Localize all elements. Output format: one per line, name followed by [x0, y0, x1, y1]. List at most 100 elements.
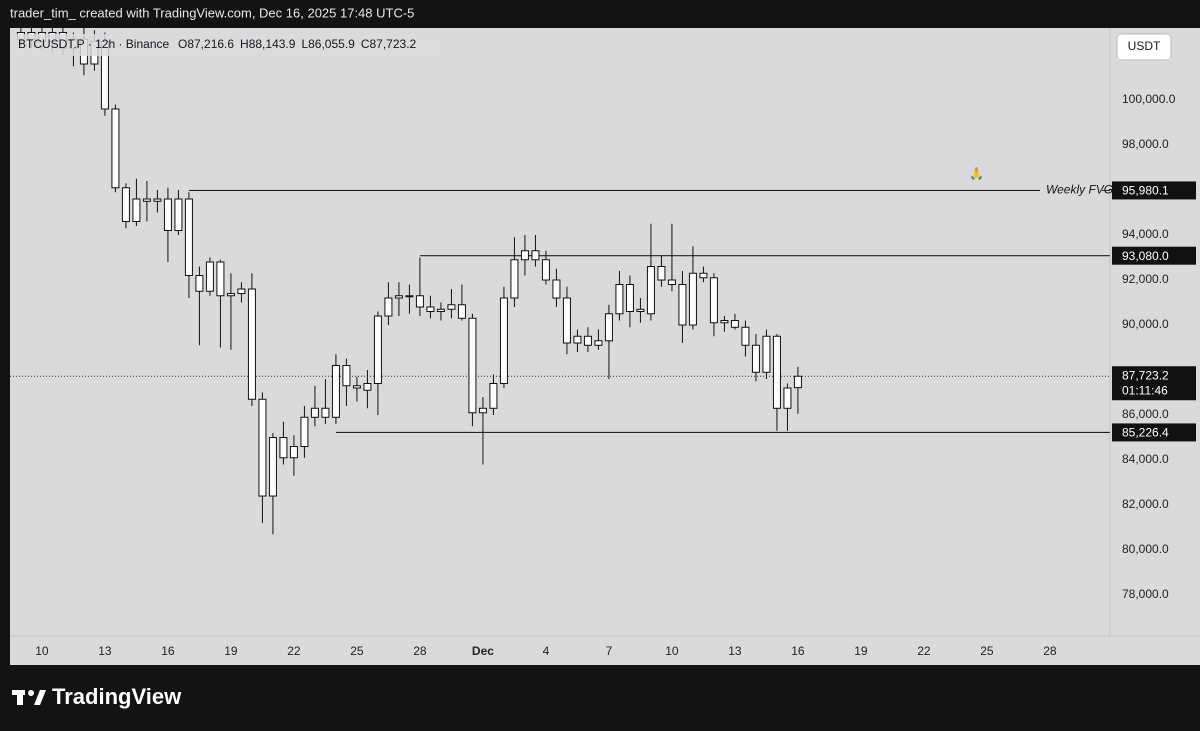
- y-tick-label: 100,000.0: [1122, 92, 1176, 106]
- candle-body: [457, 304, 466, 319]
- candle-body: [142, 198, 151, 202]
- candle-body: [478, 407, 487, 414]
- x-tick-label: Dec: [472, 644, 494, 658]
- current-price-box: [1112, 366, 1196, 401]
- candle-body: [205, 261, 214, 292]
- currency-label[interactable]: USDT: [1128, 39, 1161, 53]
- candle-body: [216, 261, 225, 297]
- y-tick-label: 86,000.0: [1122, 407, 1169, 421]
- candle-body: [426, 306, 435, 313]
- candle-body: [709, 277, 718, 324]
- countdown-label: 01:11:46: [1122, 383, 1168, 397]
- level-label: 95,980.1: [1122, 184, 1169, 198]
- candle-body: [636, 308, 645, 313]
- candle-body: [279, 437, 288, 459]
- y-tick-label: 80,000.0: [1122, 542, 1169, 556]
- logo-slash: [34, 690, 46, 705]
- candle-body: [247, 288, 256, 400]
- candle-body: [762, 335, 771, 373]
- brand-logo: [12, 690, 46, 705]
- candle-body: [268, 437, 277, 497]
- candle-body: [289, 446, 298, 459]
- logo-dot: [28, 690, 34, 696]
- candle-body: [331, 365, 340, 418]
- y-tick-label: 78,000.0: [1122, 587, 1169, 601]
- candle-body: [541, 259, 550, 281]
- y-tick-label: 98,000.0: [1122, 137, 1169, 151]
- candle-body: [163, 198, 172, 231]
- candle-body: [772, 335, 781, 409]
- y-tick-label: 92,000.0: [1122, 272, 1169, 286]
- y-tick-label: 84,000.0: [1122, 452, 1169, 466]
- level-name: Weekly FVG: [1046, 183, 1113, 197]
- chart-pane: [10, 28, 1200, 665]
- y-tick-label: 94,000.0: [1122, 227, 1169, 241]
- x-tick-label: 25: [980, 644, 994, 658]
- header-title: trader_tim_ created with TradingView.com…: [10, 5, 414, 20]
- candle-body: [720, 320, 729, 324]
- candle-body: [226, 293, 235, 297]
- candle-body: [153, 198, 162, 202]
- level-label-box: [1112, 246, 1196, 265]
- candle-body: [657, 266, 666, 281]
- candle-body: [499, 297, 508, 385]
- level-label-box: [1112, 423, 1196, 442]
- candle-body: [678, 284, 687, 326]
- candle-body: [562, 297, 571, 344]
- candle-body: [436, 308, 445, 313]
- candle-body: [583, 335, 592, 346]
- candle-body: [342, 365, 351, 387]
- candle-body: [195, 275, 204, 292]
- level-label: 85,226.4: [1122, 426, 1169, 440]
- candle-body: [573, 335, 582, 344]
- candle-body: [741, 326, 750, 346]
- x-tick-label: 4: [543, 644, 550, 658]
- ohlc-value: H88,143.9: [240, 37, 296, 51]
- candle-body: [405, 295, 414, 298]
- x-tick-label: 28: [1043, 644, 1057, 658]
- candle-body: [237, 288, 246, 295]
- candle-body: [552, 279, 561, 299]
- ohlc-value: O87,216.6: [178, 37, 234, 51]
- x-tick-label: 25: [350, 644, 364, 658]
- x-tick-label: 28: [413, 644, 427, 658]
- x-tick-label: 16: [791, 644, 805, 658]
- candle-body: [363, 383, 372, 391]
- legend-bg: [10, 34, 440, 56]
- x-tick-label: 13: [98, 644, 112, 658]
- candle-body: [751, 344, 760, 373]
- candle-body: [258, 398, 267, 497]
- x-tick-label: 22: [917, 644, 931, 658]
- candle-body: [300, 416, 309, 448]
- y-tick-label: 90,000.0: [1122, 317, 1169, 331]
- candle-body: [111, 108, 120, 189]
- candle-body: [415, 295, 424, 308]
- logo-stem: [17, 690, 23, 705]
- candle-body: [531, 250, 540, 261]
- currency-button[interactable]: [1116, 33, 1172, 61]
- candle-body: [615, 284, 624, 315]
- candle-body: [594, 340, 603, 346]
- candle-body: [373, 315, 382, 385]
- candle-body: [793, 375, 802, 389]
- x-tick-label: 19: [854, 644, 868, 658]
- candle-body: [625, 284, 634, 313]
- candle-body: [174, 198, 183, 231]
- candle-body: [604, 313, 613, 342]
- ohlc-value: L86,055.9: [301, 37, 355, 51]
- annotation: 🙏: [969, 166, 984, 180]
- candle-body: [489, 383, 498, 409]
- candle-body: [447, 304, 456, 310]
- candle-body: [121, 187, 130, 222]
- candle-body: [310, 407, 319, 418]
- current-price-label: 87,723.2: [1122, 368, 1169, 382]
- x-tick-label: 10: [35, 644, 49, 658]
- candle-body: [783, 387, 792, 409]
- y-tick-label: 82,000.0: [1122, 497, 1169, 511]
- candle-body: [394, 295, 403, 299]
- candle-body: [510, 259, 519, 299]
- x-tick-label: 22: [287, 644, 301, 658]
- candle-body: [646, 266, 655, 315]
- level-label: 93,080.0: [1122, 249, 1169, 263]
- x-tick-label: 13: [728, 644, 742, 658]
